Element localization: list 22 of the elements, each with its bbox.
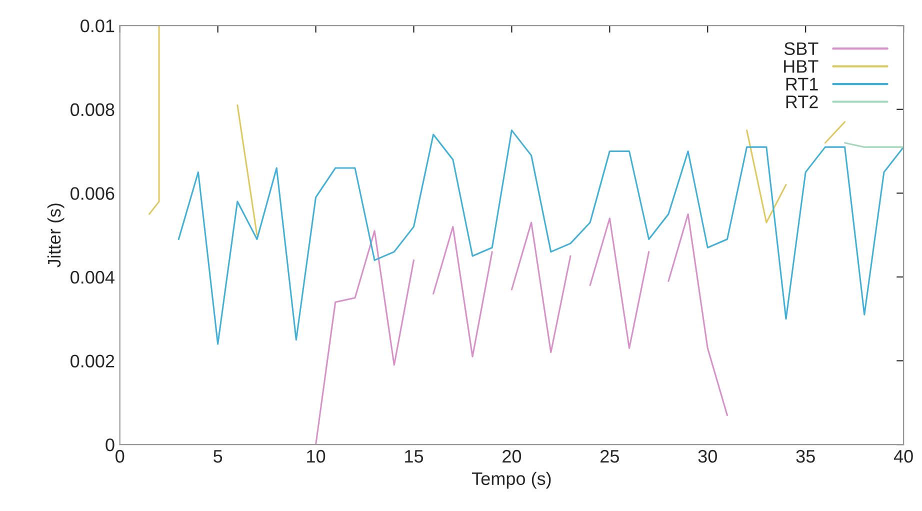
y-axis-title: Jitter (s) bbox=[47, 204, 64, 268]
legend-label: RT2 bbox=[786, 95, 818, 108]
legend-label: HBT bbox=[784, 60, 818, 73]
y-tick-label: 0 bbox=[106, 438, 114, 452]
x-tick-label: 40 bbox=[894, 450, 913, 463]
y-tick-label: 0.008 bbox=[70, 103, 114, 116]
x-tick-label: 35 bbox=[796, 450, 815, 463]
legend-label: SBT bbox=[784, 42, 818, 56]
x-tick-label: 30 bbox=[698, 450, 717, 463]
y-tick-label: 0.002 bbox=[70, 354, 114, 368]
line-series bbox=[178, 130, 904, 345]
legend-label: RT1 bbox=[786, 78, 818, 90]
y-tick-label: 0.004 bbox=[70, 270, 114, 284]
x-tick-label: 10 bbox=[307, 450, 326, 463]
x-tick-label: 5 bbox=[214, 450, 222, 463]
x-tick-label: 0 bbox=[116, 450, 124, 463]
x-tick-label: 25 bbox=[600, 450, 619, 463]
x-axis-title: Tempo (s) bbox=[472, 472, 551, 489]
x-tick-label: 15 bbox=[405, 450, 424, 463]
y-tick-label: 0.01 bbox=[80, 19, 114, 32]
x-tick-label: 20 bbox=[502, 450, 522, 463]
y-tick-label: 0.006 bbox=[70, 187, 114, 200]
